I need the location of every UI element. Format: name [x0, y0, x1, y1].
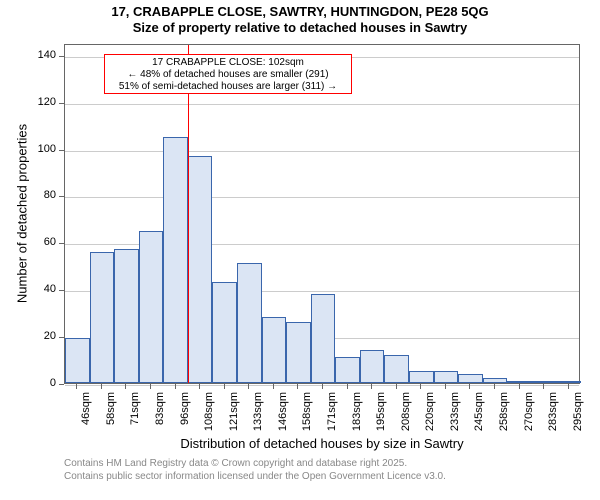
histogram-bar [262, 317, 287, 383]
x-tick-mark [322, 384, 323, 389]
x-tick-mark [420, 384, 421, 389]
x-tick-label: 171sqm [326, 392, 338, 492]
x-tick-label: 58sqm [105, 392, 117, 492]
y-tick-mark [59, 290, 64, 291]
y-tick-label: 100 [16, 143, 56, 155]
histogram-bar [65, 338, 90, 383]
x-tick-mark [101, 384, 102, 389]
x-tick-label: 295sqm [572, 392, 584, 492]
reference-line [188, 45, 189, 383]
x-tick-label: 220sqm [424, 392, 436, 492]
y-tick-mark [59, 243, 64, 244]
x-tick-mark [150, 384, 151, 389]
x-tick-mark [543, 384, 544, 389]
histogram-bar [409, 371, 434, 383]
x-tick-mark [224, 384, 225, 389]
x-tick-label: 133sqm [252, 392, 264, 492]
x-tick-label: 208sqm [400, 392, 412, 492]
x-tick-mark [469, 384, 470, 389]
x-tick-label: 183sqm [351, 392, 363, 492]
annotation-line-3: 51% of semi-detached houses are larger (… [109, 81, 347, 93]
x-tick-label: 146sqm [277, 392, 289, 492]
x-tick-label: 71sqm [129, 392, 141, 492]
x-tick-label: 108sqm [203, 392, 215, 492]
y-tick-mark [59, 196, 64, 197]
x-tick-mark [494, 384, 495, 389]
plot-area [64, 44, 580, 384]
x-tick-mark [248, 384, 249, 389]
x-tick-label: 195sqm [375, 392, 387, 492]
y-tick-mark [59, 150, 64, 151]
y-tick-label: 0 [16, 377, 56, 389]
histogram-bar [458, 374, 483, 383]
x-tick-mark [396, 384, 397, 389]
histogram-bar [212, 282, 237, 383]
histogram-bar [139, 231, 164, 383]
x-tick-mark [76, 384, 77, 389]
y-tick-mark [59, 337, 64, 338]
histogram-bar [532, 381, 557, 383]
histogram-bar [114, 249, 139, 383]
y-tick-mark [59, 103, 64, 104]
histogram-bar [507, 381, 532, 383]
histogram-bar [237, 263, 262, 383]
chart-title: 17, CRABAPPLE CLOSE, SAWTRY, HUNTINGDON,… [0, 4, 600, 37]
histogram-bar [286, 322, 311, 383]
y-tick-label: 40 [16, 283, 56, 295]
x-tick-label: 121sqm [228, 392, 240, 492]
x-tick-mark [445, 384, 446, 389]
x-tick-label: 233sqm [449, 392, 461, 492]
property-size-histogram: 17, CRABAPPLE CLOSE, SAWTRY, HUNTINGDON,… [0, 0, 600, 500]
x-tick-label: 258sqm [498, 392, 510, 492]
x-tick-label: 245sqm [473, 392, 485, 492]
y-tick-label: 20 [16, 330, 56, 342]
x-tick-label: 83sqm [154, 392, 166, 492]
annotation-line-1: 17 CRABAPPLE CLOSE: 102sqm [109, 57, 347, 69]
histogram-bar [163, 137, 188, 383]
x-tick-label: 96sqm [179, 392, 191, 492]
y-tick-label: 60 [16, 236, 56, 248]
y-tick-label: 80 [16, 189, 56, 201]
x-tick-label: 283sqm [547, 392, 559, 492]
x-tick-label: 270sqm [523, 392, 535, 492]
y-tick-mark [59, 56, 64, 57]
x-tick-mark [273, 384, 274, 389]
x-tick-mark [568, 384, 569, 389]
histogram-bar [188, 156, 213, 383]
reference-annotation: 17 CRABAPPLE CLOSE: 102sqm ← 48% of deta… [104, 54, 352, 94]
x-tick-mark [347, 384, 348, 389]
histogram-bar [434, 371, 459, 383]
y-tick-label: 140 [16, 49, 56, 61]
x-tick-mark [199, 384, 200, 389]
histogram-bar [335, 357, 360, 383]
histogram-bar [311, 294, 336, 383]
histogram-bar [384, 355, 409, 383]
y-tick-mark [59, 384, 64, 385]
x-tick-mark [297, 384, 298, 389]
histogram-bar [90, 252, 115, 383]
gridline [65, 104, 579, 105]
x-tick-label: 46sqm [80, 392, 92, 492]
histogram-bar [556, 381, 581, 383]
x-tick-mark [175, 384, 176, 389]
y-tick-label: 120 [16, 96, 56, 108]
x-tick-label: 158sqm [301, 392, 313, 492]
histogram-bar [360, 350, 385, 383]
histogram-bar [483, 378, 508, 383]
x-tick-mark [371, 384, 372, 389]
gridline [65, 197, 579, 198]
gridline [65, 151, 579, 152]
x-tick-mark [519, 384, 520, 389]
title-line-1: 17, CRABAPPLE CLOSE, SAWTRY, HUNTINGDON,… [0, 4, 600, 20]
annotation-line-2: ← 48% of detached houses are smaller (29… [109, 69, 347, 81]
x-tick-mark [125, 384, 126, 389]
title-line-2: Size of property relative to detached ho… [0, 20, 600, 36]
